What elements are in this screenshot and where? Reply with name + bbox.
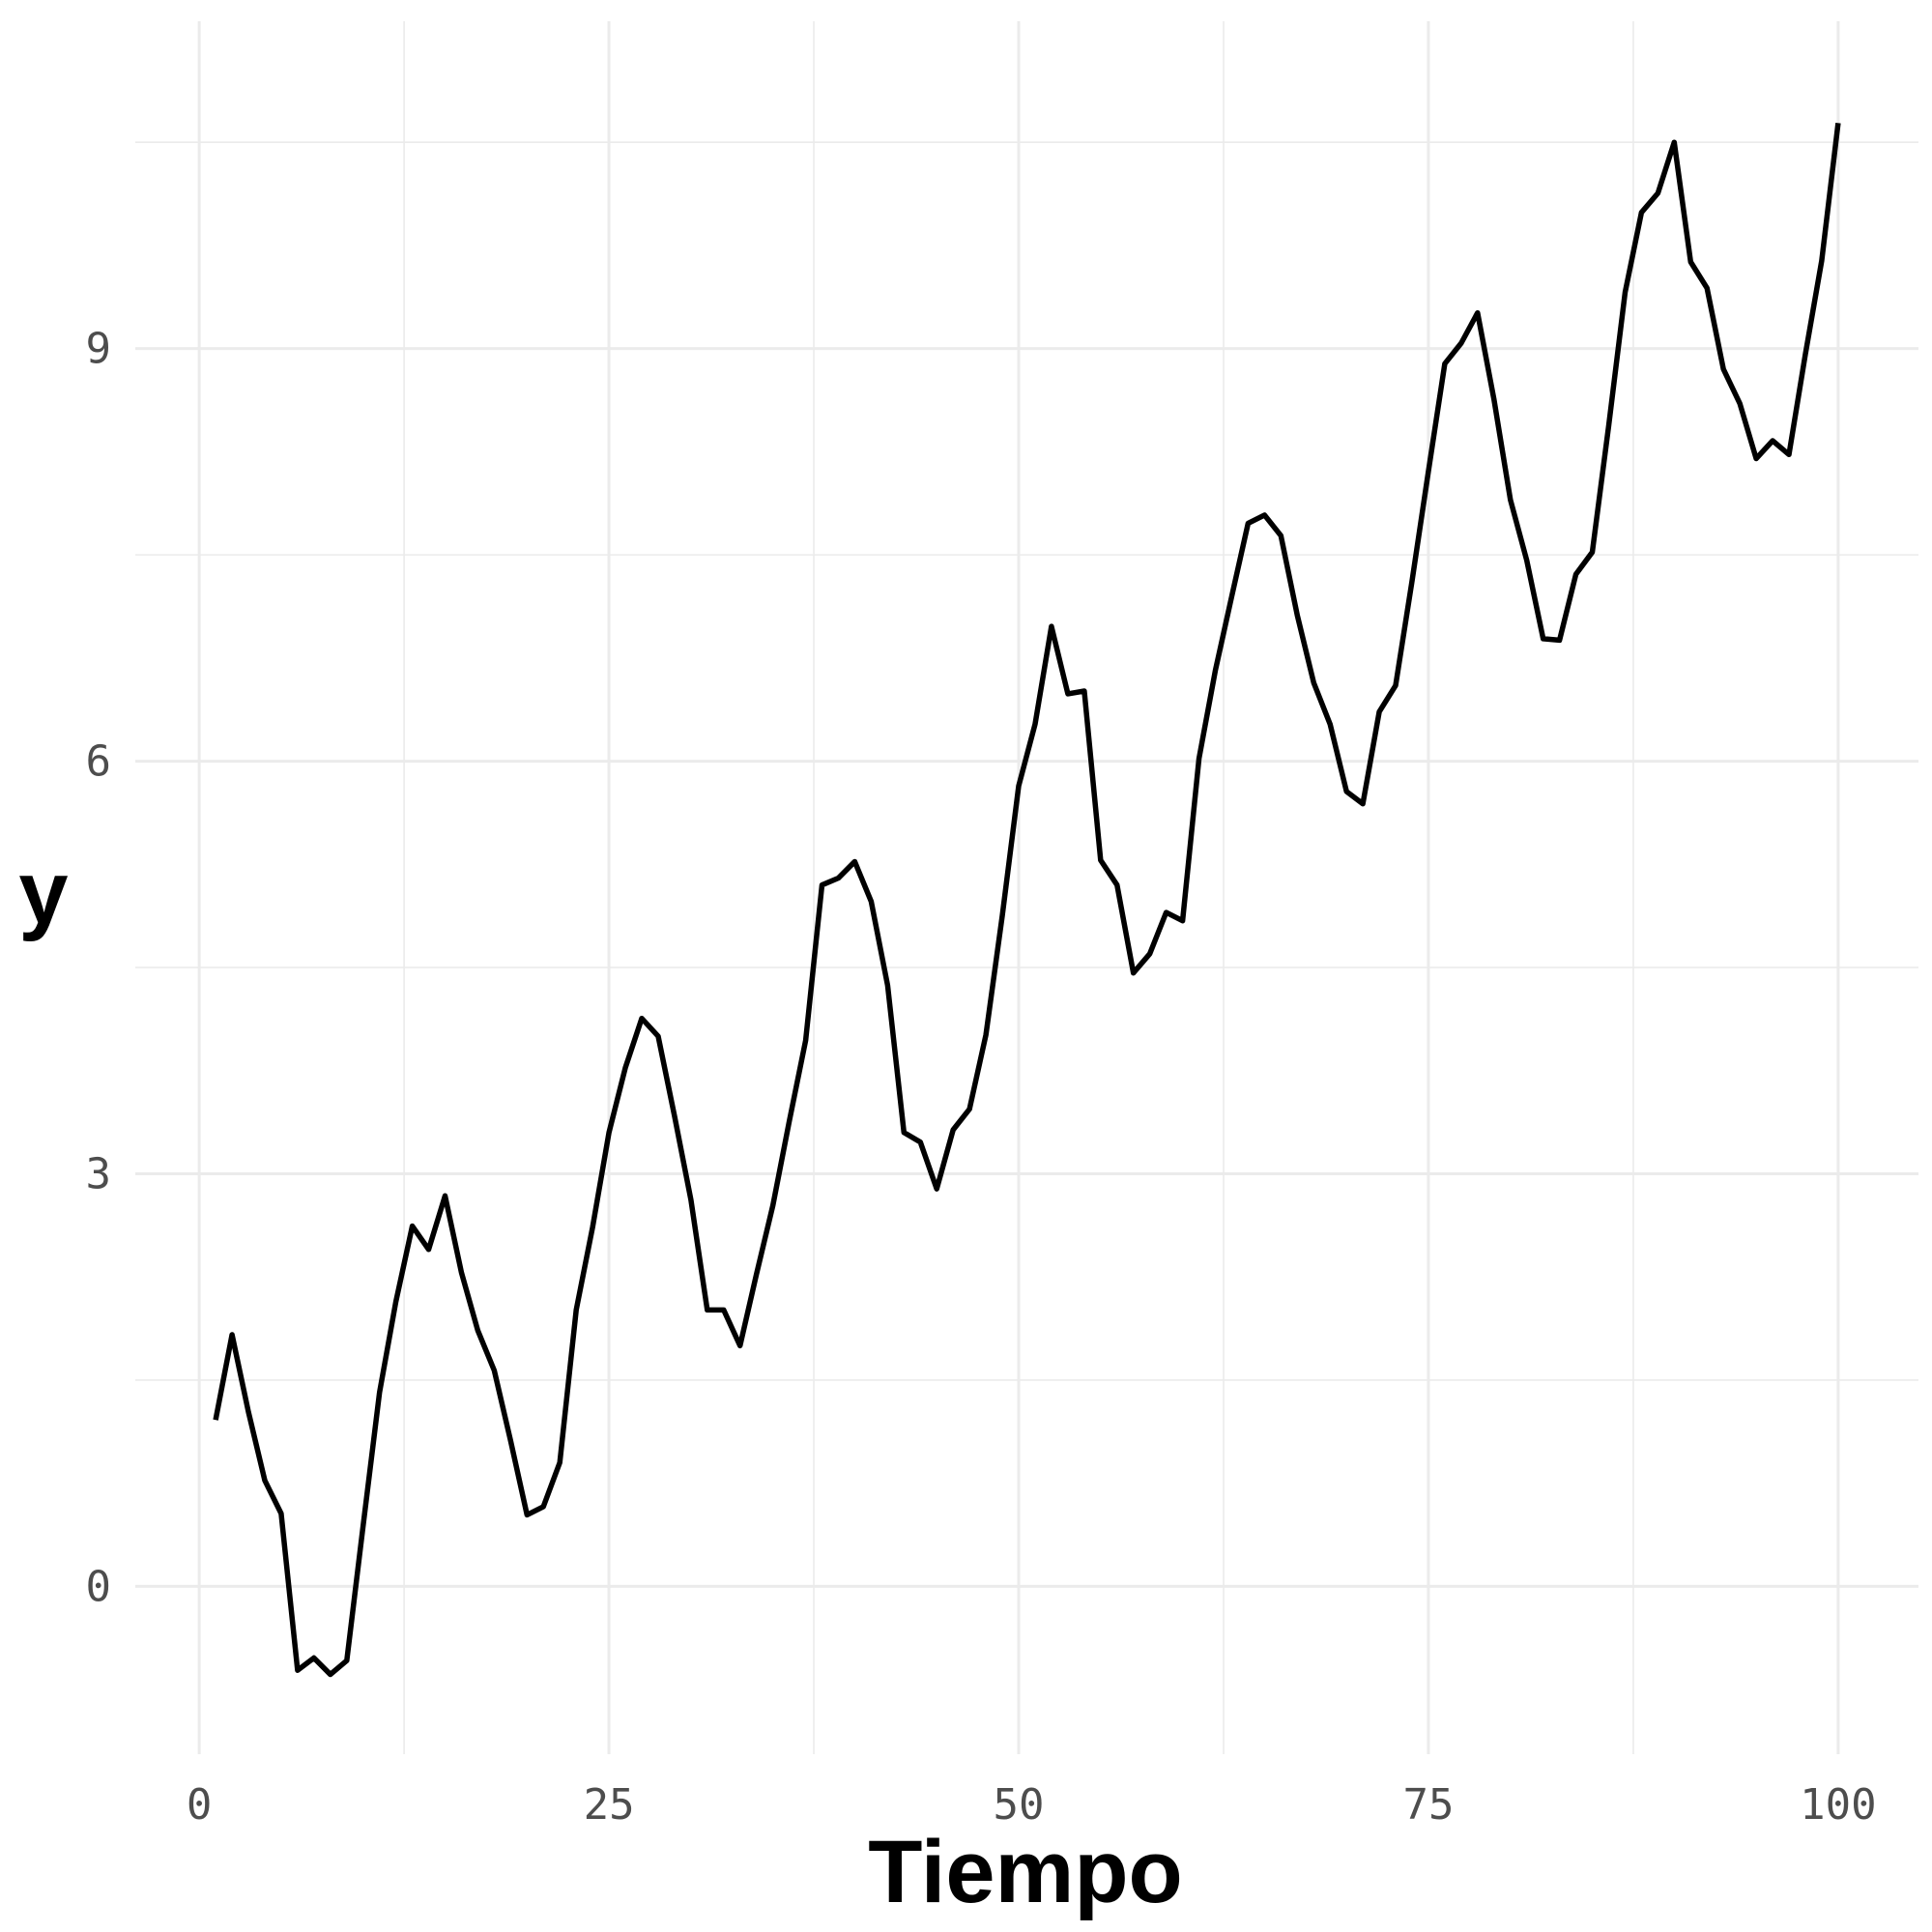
y-tick-label: 0 bbox=[86, 1562, 112, 1611]
y-axis-title: y bbox=[18, 844, 68, 942]
x-axis-ticks: 0 25 50 75 100 bbox=[187, 1780, 1877, 1830]
x-tick-label: 0 bbox=[187, 1780, 213, 1830]
y-axis-ticks: 0 3 6 9 bbox=[86, 325, 112, 1612]
x-axis-title: Tiempo bbox=[868, 1823, 1182, 1921]
x-tick-label: 25 bbox=[584, 1780, 635, 1830]
x-tick-label: 100 bbox=[1800, 1780, 1876, 1830]
x-tick-label: 50 bbox=[994, 1780, 1045, 1830]
y-tick-label: 9 bbox=[86, 325, 112, 374]
y-tick-label: 3 bbox=[86, 1149, 112, 1198]
series-line bbox=[213, 122, 1841, 1678]
grid bbox=[135, 21, 1918, 1754]
x-tick-label: 75 bbox=[1402, 1780, 1454, 1830]
y-tick-label: 6 bbox=[86, 737, 112, 787]
